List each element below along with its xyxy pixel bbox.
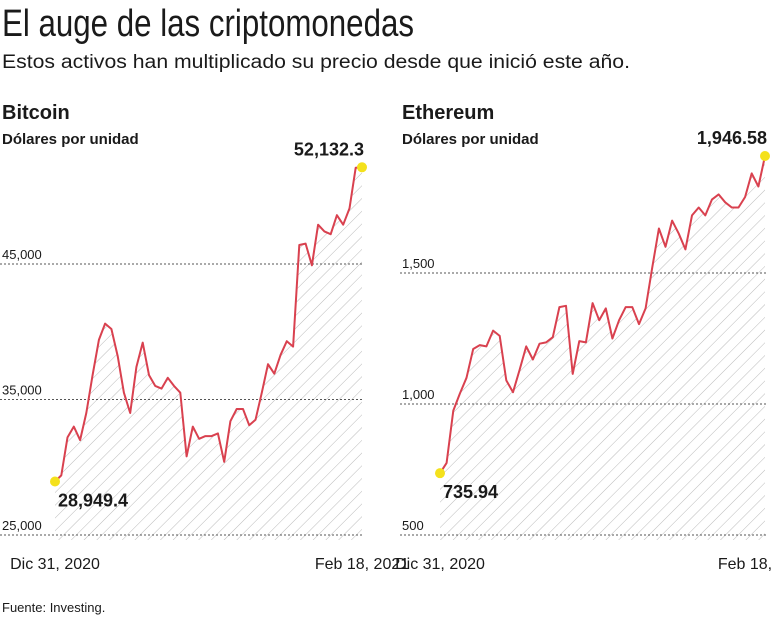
x-tick-label: Dic 31, 2020 bbox=[10, 556, 100, 573]
value-label: 735.94 bbox=[443, 482, 498, 502]
x-tick-label: Feb 18, 2021 bbox=[718, 556, 771, 573]
area bbox=[55, 167, 362, 541]
y-tick-label: 35,000 bbox=[2, 382, 42, 397]
x-tick-label: Feb 18, 2021 bbox=[315, 556, 409, 573]
line bbox=[54, 166, 363, 483]
chart-title: Ethereum bbox=[402, 102, 494, 124]
title: El auge de las criptomonedas bbox=[2, 3, 414, 45]
subtitle: Estos activos han multiplicado su precio… bbox=[2, 52, 630, 73]
value-label: 28,949.4 bbox=[58, 490, 128, 510]
highlight-point bbox=[760, 150, 770, 161]
y-tick-label: 1,500 bbox=[402, 256, 435, 271]
highlight-point bbox=[435, 468, 445, 479]
y-axis-label: Dólares por unidad bbox=[402, 131, 539, 148]
value-label: 52,132.3 bbox=[294, 139, 364, 159]
y-tick-label: 500 bbox=[402, 518, 424, 533]
highlight-point bbox=[357, 162, 367, 173]
chart-title: Bitcoin bbox=[2, 102, 70, 124]
line bbox=[439, 155, 766, 474]
value-label: 1,946.58 bbox=[697, 128, 767, 148]
highlight-point bbox=[50, 476, 60, 487]
x-tick-label: Dic 31, 2020 bbox=[395, 556, 485, 573]
y-tick-label: 45,000 bbox=[2, 247, 42, 262]
y-tick-label: 1,000 bbox=[402, 387, 435, 402]
y-axis-label: Dólares por unidad bbox=[2, 131, 139, 148]
y-tick-label: 25,000 bbox=[2, 518, 42, 533]
source: Fuente: Investing. bbox=[2, 600, 105, 615]
area bbox=[440, 156, 765, 540]
